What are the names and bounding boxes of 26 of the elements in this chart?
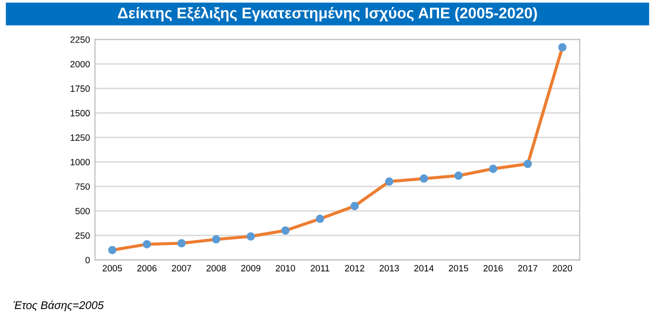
x-tick-label: 2005	[102, 265, 122, 272]
x-tick-label: 2006	[137, 265, 157, 272]
y-tick-label: 0	[85, 256, 90, 264]
y-tick-label: 1250	[70, 134, 90, 141]
x-tick-label: 2011	[310, 265, 330, 272]
y-tick-label: 1500	[70, 110, 90, 116]
x-tick-label: 2012	[345, 265, 364, 272]
text: Έτος Βάσης=2005	[14, 300, 104, 312]
y-tick-label: 2000	[70, 60, 90, 68]
y-tick-label: 2250	[70, 36, 90, 43]
y-tick-label: 250	[76, 232, 90, 239]
y-tick-label: 1750	[70, 85, 90, 92]
chart-title: Δείκτης Εξέλιξης Εγκατεστημένης Ισχύος ΑΠΕ (2005-2020)	[118, 6, 537, 22]
x-tick-label: 2007	[172, 265, 192, 272]
x-tick-label: 2015	[448, 265, 468, 272]
x-tick-label: 2020	[552, 265, 572, 272]
x-tick-label: 2016	[484, 265, 503, 272]
x-tick-label: 2014	[414, 265, 434, 272]
x-tick-label: 2013	[380, 265, 399, 272]
x-tick-label: 2017	[518, 265, 538, 272]
y-tick-label: 500	[75, 208, 90, 214]
x-tick-label: 2009	[241, 265, 260, 272]
x-tick-label: 2008	[206, 265, 226, 272]
y-tick-label: 750	[76, 183, 90, 190]
y-tick-label: 1000	[70, 158, 90, 166]
x-tick-label: 2010	[276, 265, 296, 272]
